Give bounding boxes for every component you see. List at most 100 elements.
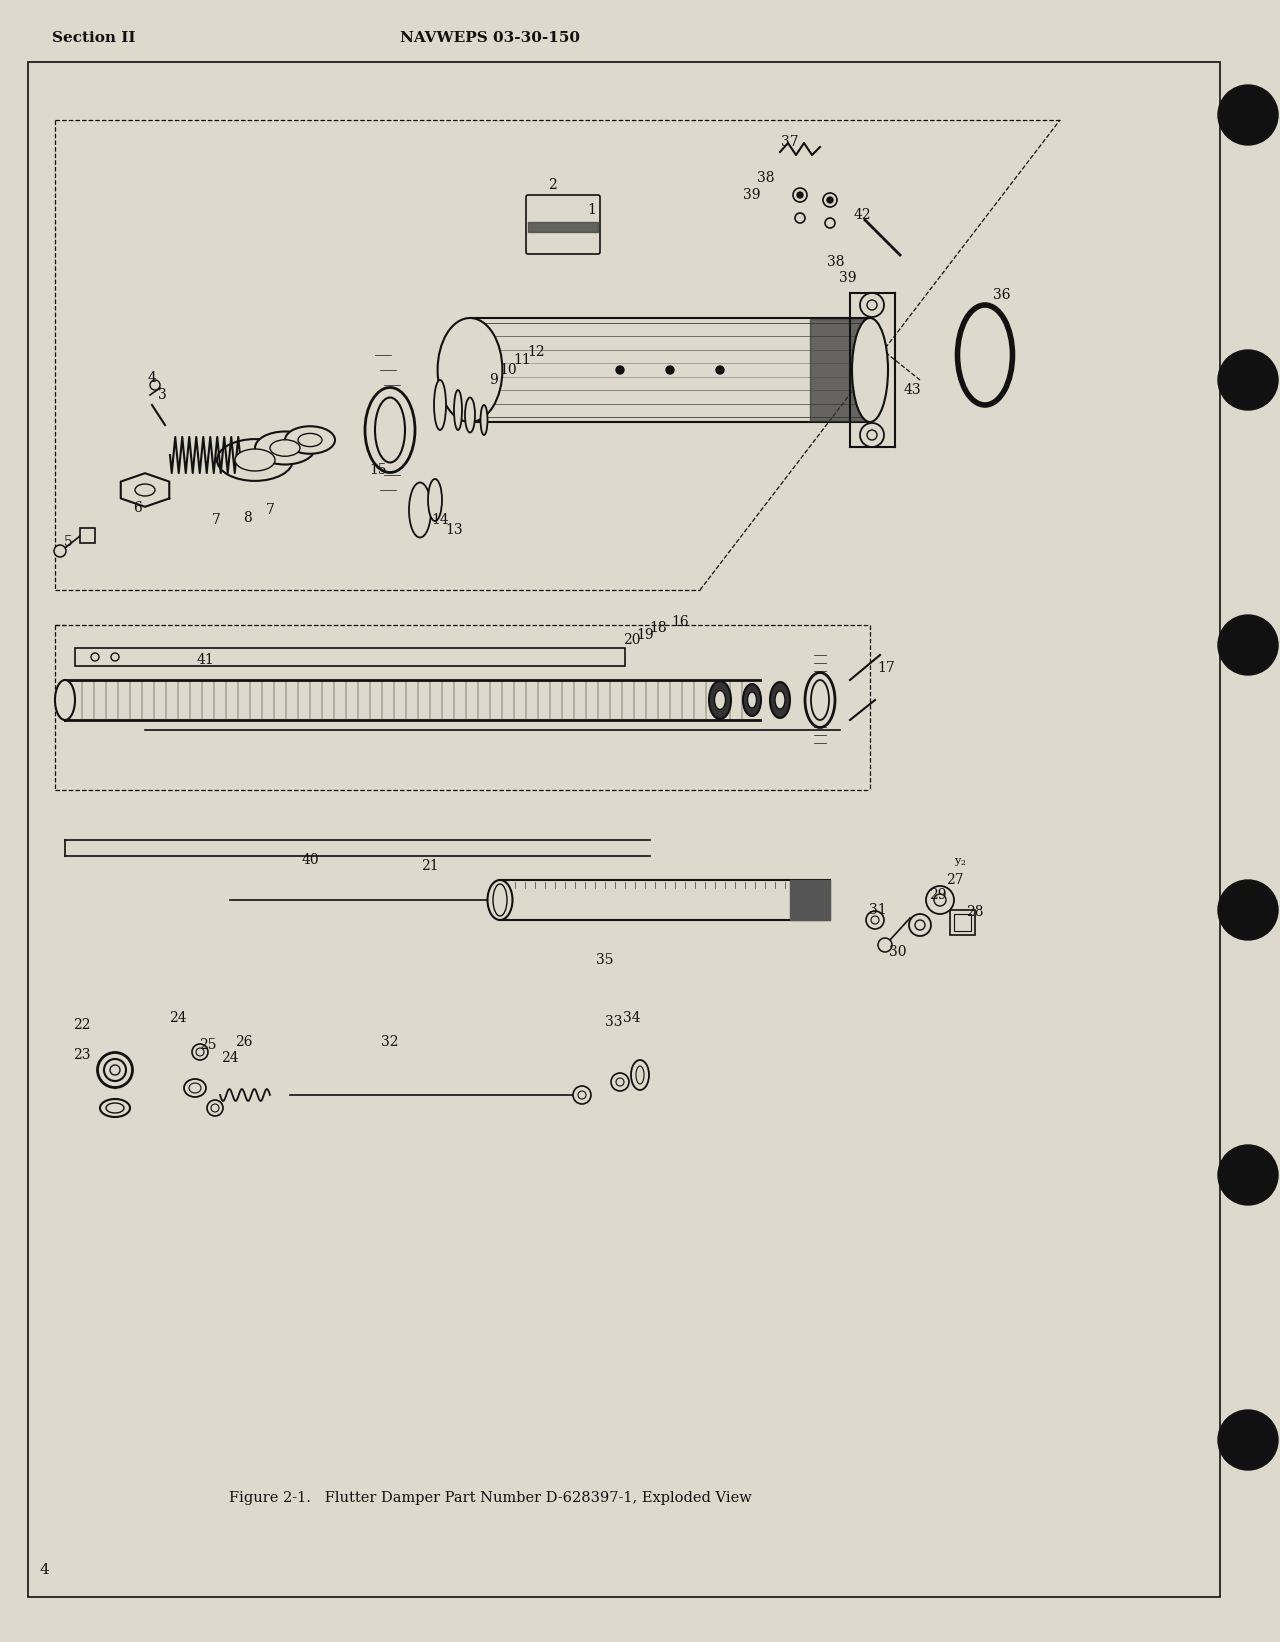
Text: 28: 28 [966,905,984,920]
Text: 25: 25 [200,1038,216,1053]
Ellipse shape [189,1084,201,1094]
Text: 1: 1 [588,204,596,217]
Ellipse shape [410,483,431,537]
Circle shape [150,379,160,391]
Ellipse shape [134,484,155,496]
Circle shape [91,654,99,662]
Text: Figure 2-1.   Flutter Damper Part Number D-628397-1, Exploded View: Figure 2-1. Flutter Damper Part Number D… [229,1491,751,1506]
Bar [79,529,95,544]
Text: 24: 24 [169,1011,187,1025]
Ellipse shape [454,391,462,430]
Text: 17: 17 [877,662,895,675]
Text: 7: 7 [265,502,274,517]
Text: 5: 5 [64,535,73,548]
Text: 36: 36 [993,287,1011,302]
Ellipse shape [714,691,726,709]
Ellipse shape [104,1059,125,1080]
Ellipse shape [748,691,756,708]
Text: 18: 18 [649,621,667,635]
Circle shape [196,1048,204,1056]
Text: 29: 29 [929,888,947,901]
Ellipse shape [493,883,507,916]
Circle shape [1219,85,1277,144]
Text: 32: 32 [381,1034,399,1049]
Ellipse shape [100,1098,131,1117]
Ellipse shape [480,406,488,435]
Ellipse shape [365,388,415,473]
Ellipse shape [255,432,315,465]
Circle shape [909,915,931,936]
Text: 20: 20 [623,634,641,647]
Circle shape [616,1079,625,1085]
Ellipse shape [488,880,512,920]
Circle shape [797,192,803,199]
Text: 27: 27 [946,874,964,887]
Text: 34: 34 [623,1011,641,1025]
Bar [790,880,829,920]
Text: 37: 37 [781,135,799,149]
Circle shape [867,430,877,440]
Ellipse shape [774,691,785,709]
Circle shape [573,1085,591,1103]
Text: 26: 26 [236,1034,252,1049]
Text: 6: 6 [133,501,142,516]
Text: 9: 9 [490,373,498,388]
Circle shape [860,424,884,447]
Bar [950,910,975,934]
Circle shape [867,911,884,929]
Text: 4: 4 [147,371,156,384]
Ellipse shape [218,438,293,481]
Circle shape [207,1100,223,1117]
Text: 24: 24 [221,1051,239,1066]
Circle shape [616,366,625,374]
Circle shape [1219,1410,1277,1470]
Circle shape [870,916,879,924]
Bar [810,319,870,420]
Ellipse shape [957,305,1012,406]
Text: $\mathregular{y_2}$: $\mathregular{y_2}$ [954,855,966,869]
Circle shape [795,213,805,223]
Text: 38: 38 [827,255,845,269]
Ellipse shape [270,440,300,456]
Ellipse shape [428,479,442,521]
Text: 12: 12 [527,345,545,360]
Circle shape [827,197,833,204]
Ellipse shape [434,379,445,430]
Circle shape [934,893,946,906]
Polygon shape [120,473,169,507]
Circle shape [1219,616,1277,675]
Text: 38: 38 [758,171,774,186]
Circle shape [111,654,119,662]
Circle shape [192,1044,207,1061]
Circle shape [579,1090,586,1098]
Ellipse shape [812,680,829,719]
Text: 22: 22 [73,1018,91,1033]
Circle shape [54,545,67,557]
Text: 40: 40 [301,852,319,867]
Circle shape [666,366,675,374]
Ellipse shape [771,681,790,718]
Circle shape [716,366,724,374]
Circle shape [826,218,835,228]
Text: 16: 16 [671,616,689,629]
Circle shape [611,1072,628,1090]
Text: 33: 33 [605,1015,623,1030]
Circle shape [1219,880,1277,939]
Ellipse shape [631,1061,649,1090]
Text: 14: 14 [431,512,449,527]
Ellipse shape [97,1053,133,1087]
Text: 7: 7 [211,512,220,527]
Text: 10: 10 [499,363,517,378]
Ellipse shape [852,319,888,422]
Text: Section II: Section II [52,31,136,44]
Text: 13: 13 [445,524,463,537]
Circle shape [867,300,877,310]
Text: 4: 4 [40,1563,50,1576]
Ellipse shape [709,681,731,719]
Ellipse shape [375,397,404,463]
Ellipse shape [465,397,475,432]
Circle shape [794,187,806,202]
Bar [954,915,972,931]
Text: 19: 19 [636,627,654,642]
Ellipse shape [106,1103,124,1113]
